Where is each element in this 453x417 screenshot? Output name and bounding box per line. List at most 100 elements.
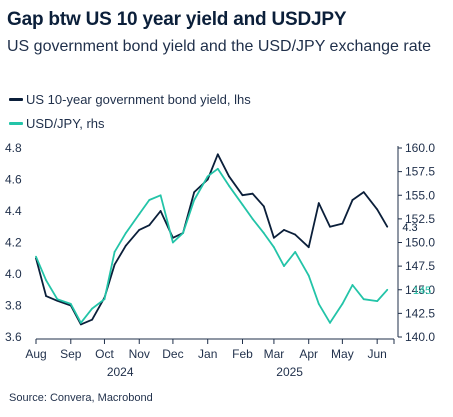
x-tick-label: Feb (232, 347, 253, 361)
legend-label-us10y: US 10-year government bond yield, lhs (26, 92, 251, 107)
usdjpy-line (35, 167, 388, 324)
usdjpy-point (307, 274, 310, 277)
us10y-yield-point (159, 210, 162, 212)
us10y-yield-point (376, 208, 379, 211)
us10y-yield-point (307, 246, 310, 249)
y-right-tick-label: 160.0 (405, 141, 435, 155)
us10y-yield-point (138, 229, 141, 231)
us10y-yield-point (386, 225, 389, 228)
usdjpy-point (206, 175, 209, 178)
y-left-tick-label: 4.4 (5, 204, 22, 218)
usdjpy-point (193, 199, 196, 201)
source-note: Source: Convera, Macrobond (9, 392, 153, 404)
x-tick-label: Jan (198, 347, 217, 361)
us10y-yield-point (283, 229, 285, 231)
usdjpy-point (362, 298, 365, 301)
usdjpy-point (216, 167, 219, 170)
y-right-tick-label: 140.0 (405, 330, 435, 344)
us10y-yield-point (193, 191, 196, 194)
usdjpy-point (159, 194, 162, 197)
usdjpy-point (35, 255, 37, 258)
us10y-yield-point (113, 263, 116, 266)
us10y-yield-point (362, 191, 365, 194)
usdjpy-point (228, 184, 230, 187)
usdjpy-point (172, 241, 174, 244)
chart-title: Gap btw US 10 year yield and USDJPY (7, 9, 347, 30)
legend-item-usdjpy: USD/JPY, rhs (9, 116, 105, 131)
x-tick-label: Aug (25, 347, 46, 361)
legend-item-us10y: US 10-year government bond yield, lhs (9, 92, 251, 107)
y-right-tick-label: 145.0 (405, 283, 435, 297)
us10y-end-label: 4.3 (402, 222, 417, 234)
usdjpy-point (283, 265, 285, 268)
usdjpy-point (241, 203, 244, 206)
usdjpy-point (45, 279, 48, 282)
us10y-yield-point (251, 192, 254, 195)
usdjpy-point (386, 288, 389, 291)
y-left-tick-label: 4.2 (5, 236, 22, 250)
us10y-yield-point (241, 194, 244, 197)
usdjpy-point (79, 321, 82, 324)
usdjpy-point (148, 199, 151, 201)
y-right-tick-label: 152.5 (405, 212, 435, 226)
chart-subtitle: US government bond yield and the USD/JPY… (7, 38, 431, 55)
usdjpy-point (273, 246, 275, 249)
usdjpy-point (262, 232, 265, 234)
y-right-tick-label: 150.0 (405, 236, 435, 250)
usdjpy-point (341, 303, 344, 305)
y-left-tick-label: 4.8 (5, 141, 22, 155)
usdjpy-point (103, 298, 106, 301)
us10y-yield-point (216, 153, 219, 156)
usdjpy-point (124, 232, 127, 234)
y-right-tick-label: 155.0 (405, 188, 435, 202)
usdjpy-point (351, 284, 354, 286)
legend-swatch-teal (9, 122, 23, 125)
usdjpy-end-label: 145 (413, 285, 431, 297)
usdjpy-point (91, 307, 94, 310)
y-left-tick-label: 4.0 (5, 267, 22, 281)
x-year-label: 2025 (276, 365, 303, 379)
x-tick-label: May (331, 347, 354, 361)
x-tick-label: Dec (162, 347, 183, 361)
x-tick-label: Nov (129, 347, 150, 361)
x-tick-label: Jun (367, 347, 386, 361)
us10y-yield-point (317, 202, 320, 205)
us10y-yield-point (294, 233, 297, 236)
y-left-tick-label: 3.8 (5, 299, 22, 313)
us10y-yield-point (329, 225, 331, 228)
usdjpy-point (251, 217, 254, 220)
x-tick-label: Apr (299, 347, 318, 361)
x-tick-label: Oct (95, 347, 114, 361)
usdjpy-point (317, 303, 320, 305)
us10y-yield-point (262, 205, 265, 208)
x-tick-label: Mar (264, 347, 285, 361)
us10y-yield-point (341, 222, 344, 225)
us10y-yield-point (91, 318, 94, 321)
usdjpy-point (113, 251, 116, 253)
usdjpy-point (329, 321, 331, 324)
x-year-label: 2024 (107, 365, 134, 379)
us10y-yield-line (35, 153, 389, 326)
y-right-tick-label: 147.5 (405, 259, 435, 273)
us10y-yield-point (124, 244, 127, 247)
y-right-tick-label: 157.5 (405, 165, 435, 179)
y-left-tick-label: 4.6 (5, 173, 22, 187)
y-left-tick-label: 3.6 (5, 330, 22, 344)
usdjpy-point (138, 213, 141, 216)
usdjpy-point (182, 232, 184, 234)
us10y-yield-point (56, 299, 59, 302)
usdjpy-point (294, 251, 297, 253)
us10y-yield-point (273, 236, 275, 239)
us10y-yield-point (79, 323, 82, 326)
us10y-yield-point (228, 175, 230, 178)
legend-swatch-navy (9, 98, 23, 101)
legend-label-usdjpy: USD/JPY, rhs (26, 116, 105, 131)
usdjpy-point (376, 300, 379, 302)
x-tick-label: Sep (60, 347, 82, 361)
usdjpy-point (69, 303, 72, 305)
usdjpy-point (56, 298, 59, 301)
y-right-tick-label: 142.5 (405, 306, 435, 320)
us10y-yield-point (148, 224, 151, 227)
us10y-yield-point (206, 178, 209, 181)
